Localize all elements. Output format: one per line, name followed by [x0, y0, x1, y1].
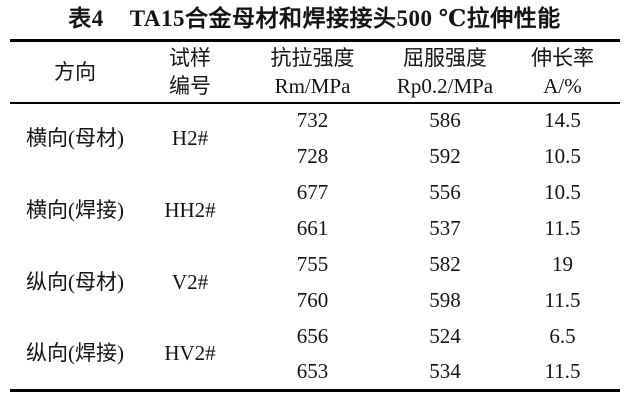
cell-rm: 760 [296, 287, 329, 312]
cell-rp: 592 [429, 143, 461, 168]
tensile-properties-table: 方向 试样 编号 抗拉强度 Rm/MPa 屈服强度 Rp0.2/MPa 伸长率 … [10, 39, 620, 392]
header-elongation-line1: 伸长率 [531, 45, 594, 70]
cell-rm: 677 [296, 179, 329, 204]
header-specimen-line2: 编号 [169, 73, 211, 98]
header-tensile-line1: 抗拉强度 [270, 45, 355, 70]
cell-rm: 732 [296, 108, 329, 133]
header-tensile: 抗拉强度 Rm/MPa [240, 41, 385, 103]
cell-a: 10.5 [544, 143, 581, 168]
cell-rm: 656 [296, 323, 329, 348]
header-elongation-line2: A/% [543, 73, 582, 98]
table-caption: 表4 TA15合金母材和焊接接头500 ℃拉伸性能 [0, 0, 629, 35]
cell-direction: 横向(焊接) [26, 197, 124, 222]
header-yield-line2: Rp0.2/MPa [396, 73, 494, 98]
table-row: 760 598 11.5 [10, 283, 620, 319]
cell-a: 11.5 [544, 287, 581, 312]
cell-a: 19 [552, 251, 573, 276]
header-specimen-line1: 试样 [169, 45, 211, 70]
table-row: 661 537 11.5 [10, 211, 620, 247]
table-body: 横向(母材) H2# 732 586 14.5 728 592 10.5 横向(… [10, 103, 620, 391]
cell-direction: 横向(母材) [26, 126, 124, 151]
cell-rp: 556 [429, 179, 461, 204]
header-direction: 方向 [10, 41, 140, 103]
cell-direction: 纵向(母材) [26, 269, 124, 294]
table-row: 纵向(母材) V2# 755 582 19 [10, 247, 620, 294]
cell-rp: 524 [429, 323, 461, 348]
cell-rp: 586 [429, 108, 461, 133]
table-header: 方向 试样 编号 抗拉强度 Rm/MPa 屈服强度 Rp0.2/MPa 伸长率 … [10, 41, 620, 103]
cell-rp: 534 [429, 359, 461, 384]
cell-a: 10.5 [544, 179, 581, 204]
header-direction-label: 方向 [54, 59, 96, 84]
cell-rm: 755 [296, 251, 329, 276]
cell-specimen: H2# [171, 126, 209, 151]
table-row: 横向(母材) H2# 732 586 14.5 [10, 103, 620, 150]
cell-specimen: HH2# [164, 197, 216, 222]
cell-a: 6.5 [549, 323, 576, 348]
header-yield-line1: 屈服强度 [403, 45, 487, 70]
cell-rm: 728 [296, 143, 329, 168]
header-tensile-line2: Rm/MPa [274, 73, 351, 98]
cell-a: 11.5 [544, 359, 581, 384]
header-yield: 屈服强度 Rp0.2/MPa [385, 41, 505, 103]
cell-a: 11.5 [544, 215, 581, 240]
cell-rm: 661 [296, 215, 329, 240]
cell-rp: 598 [429, 287, 461, 312]
table-number: 表4 [68, 6, 104, 31]
cell-a: 14.5 [544, 108, 581, 133]
table-row: 728 592 10.5 [10, 139, 620, 175]
cell-specimen: V2# [171, 269, 209, 294]
table-row: 653 534 11.5 [10, 355, 620, 391]
cell-rp: 537 [429, 215, 461, 240]
cell-direction: 纵向(焊接) [26, 341, 124, 366]
header-elongation: 伸长率 A/% [505, 41, 620, 103]
cell-rm: 653 [296, 359, 329, 384]
table-row: 纵向(焊接) HV2# 656 524 6.5 [10, 319, 620, 365]
table-title-text: TA15合金母材和焊接接头500 ℃拉伸性能 [129, 6, 561, 31]
cell-specimen: HV2# [164, 341, 216, 366]
table-row: 横向(焊接) HH2# 677 556 10.5 [10, 175, 620, 222]
header-row: 方向 试样 编号 抗拉强度 Rm/MPa 屈服强度 Rp0.2/MPa 伸长率 … [10, 41, 620, 103]
header-specimen: 试样 编号 [140, 41, 240, 103]
cell-rp: 582 [429, 251, 461, 276]
